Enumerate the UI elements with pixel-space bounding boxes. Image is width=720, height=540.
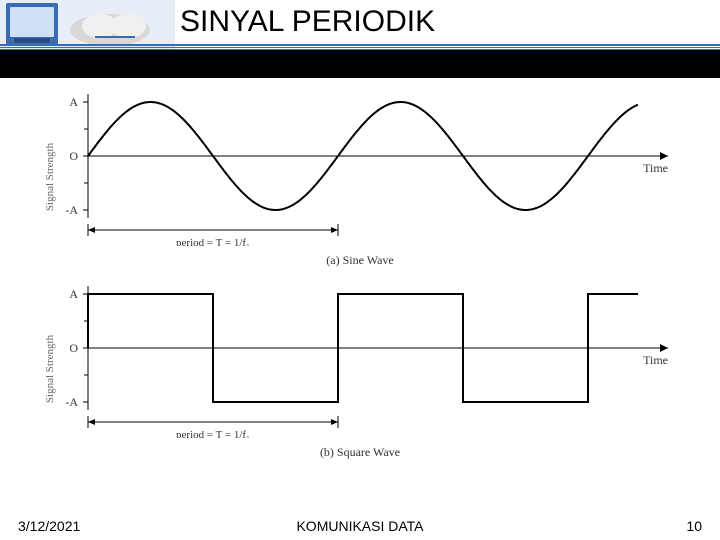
sine-wave-svg: A O -A Time period = T = 1/f₁ <box>18 86 678 246</box>
slide-title: SINYAL PERIODIK <box>180 5 435 39</box>
slide-header: SINYAL PERIODIK <box>0 0 720 50</box>
square-caption: (b) Square Wave <box>18 445 702 460</box>
sine-ylabel: Signal Strength <box>44 143 56 211</box>
svg-text:-A: -A <box>65 395 78 409</box>
svg-text:O: O <box>69 341 78 355</box>
svg-text:A: A <box>69 95 78 109</box>
slide-footer: 3/12/2021 KOMUNIKASI DATA 10 <box>0 512 720 534</box>
svg-text:-A: -A <box>65 203 78 217</box>
square-wave-svg: A O -A Time period = T = 1/f₁ <box>18 278 678 438</box>
svg-text:period = T = 1/f₁: period = T = 1/f₁ <box>176 429 250 438</box>
corner-graphic-icon <box>0 0 175 50</box>
square-ylabel: Signal Strength <box>44 335 56 403</box>
svg-text:O: O <box>69 149 78 163</box>
footer-center: KOMUNIKASI DATA <box>0 518 720 534</box>
content-area: Signal Strength A O -A Time period = T = 1/f… <box>0 78 720 508</box>
sine-wave-chart: Signal Strength A O -A Time period = T = 1/f… <box>18 86 702 268</box>
footer-page-number: 10 <box>686 518 702 534</box>
sine-caption: (a) Sine Wave <box>18 253 702 268</box>
square-wave-chart: Signal Strength A O -A Time period = T = 1/f… <box>18 278 702 460</box>
black-band <box>0 50 720 78</box>
title-underline <box>0 44 720 50</box>
svg-text:Time: Time <box>643 161 668 175</box>
svg-text:Time: Time <box>643 353 668 367</box>
svg-text:A: A <box>69 287 78 301</box>
svg-text:period = T = 1/f₁: period = T = 1/f₁ <box>176 237 250 246</box>
